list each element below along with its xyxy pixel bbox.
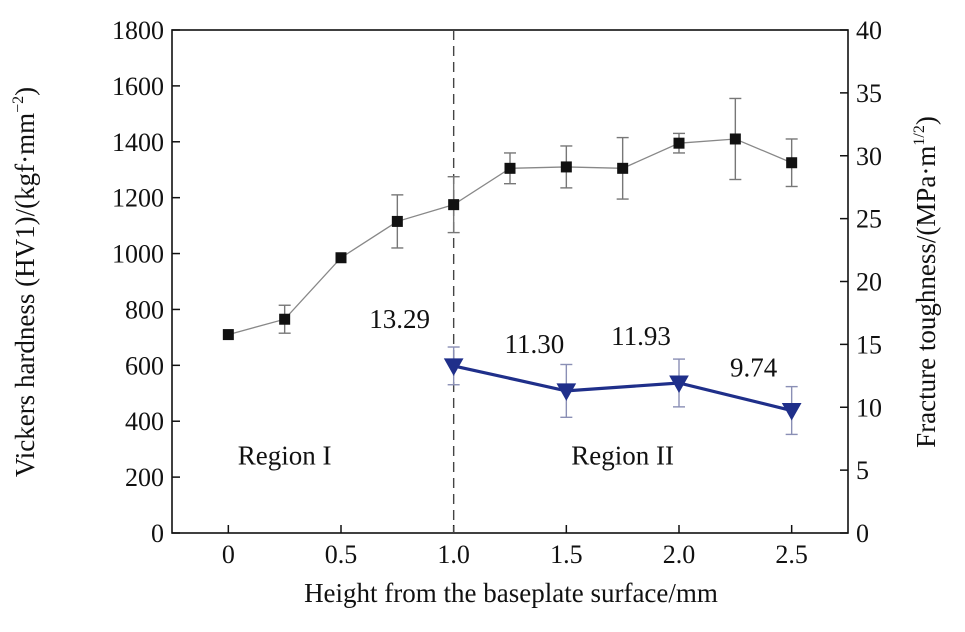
- x-tick-label: 0.5: [325, 540, 358, 569]
- x-tick-label: 0: [222, 540, 235, 569]
- y-left-tick-label: 600: [125, 351, 164, 380]
- region-label-2: Region II: [571, 441, 674, 471]
- y-left-tick-label: 1200: [112, 184, 164, 213]
- data-point-square: [504, 162, 516, 174]
- series-2: [443, 346, 802, 436]
- data-point-square: [222, 329, 234, 341]
- y-right-tick-label: 40: [856, 16, 882, 45]
- data-point-square: [729, 133, 741, 145]
- y-axis-title-left-sup: −2: [10, 96, 27, 113]
- y-left-tick-label: 1000: [112, 240, 164, 269]
- y-left-tick-label: 800: [125, 295, 164, 324]
- data-point-square: [335, 252, 347, 264]
- data-point-square: [448, 199, 460, 211]
- y-left-tick-label: 0: [151, 519, 164, 548]
- data-label: 13.29: [369, 304, 430, 334]
- x-axis-title: Height from the baseplate surface/mm: [304, 578, 718, 608]
- data-point-square: [279, 313, 291, 325]
- data-point-square: [673, 137, 685, 149]
- x-tick-label: 2.5: [775, 540, 808, 569]
- data-label: 11.93: [611, 321, 671, 351]
- y-left-tick-label: 1800: [112, 16, 164, 45]
- region-label-1: Region I: [238, 441, 332, 471]
- data-point-square: [391, 215, 403, 227]
- x-tick-label: 2.0: [663, 540, 696, 569]
- series-1: [222, 97, 798, 341]
- data-label: 9.74: [730, 353, 778, 383]
- y-right-tick-label: 30: [856, 142, 882, 171]
- y-axis-title-right-main: Fracture toughness/(MPa·m: [911, 146, 941, 448]
- data-label: 11.30: [504, 329, 564, 359]
- y-right-tick-label: 25: [856, 205, 882, 234]
- y-right-tick-label: 35: [856, 79, 882, 108]
- data-point-square: [786, 157, 798, 169]
- data-point-square: [560, 161, 572, 173]
- y-axis-title-left-main: Vickers hardness (HV1)/(kgf·mm: [10, 113, 40, 477]
- data-point-triangle: [669, 375, 689, 394]
- y-right-tick-label: 20: [856, 268, 882, 297]
- y-axis-title-right: Fracture toughness/(MPa·m1/2): [911, 116, 941, 448]
- y-left-tick-label: 1400: [112, 128, 164, 157]
- y-right-tick-label: 5: [856, 456, 869, 485]
- y-left-tick-label: 1600: [112, 72, 164, 101]
- y-axis-title-left: Vickers hardness (HV1)/(kgf·mm−2): [10, 87, 40, 477]
- data-point-triangle: [443, 358, 464, 376]
- x-tick-label: 1.0: [437, 540, 470, 569]
- y-left-tick-label: 200: [125, 463, 164, 492]
- y-left-tick-label: 400: [125, 407, 164, 436]
- y-right-tick-label: 10: [856, 393, 882, 422]
- x-tick-label: 1.5: [550, 540, 583, 569]
- y-axis-title-left-end: ): [10, 87, 40, 96]
- y-right-tick-label: 15: [856, 330, 882, 359]
- data-point-triangle: [781, 403, 802, 421]
- y-right-tick-label: 0: [856, 519, 869, 548]
- series-2-line: [453, 364, 793, 413]
- y-axis-title-right-end: ): [911, 116, 941, 125]
- data-point-triangle: [556, 383, 577, 401]
- data-point-square: [617, 162, 629, 174]
- y-axis-title-right-sup: 1/2: [911, 125, 928, 145]
